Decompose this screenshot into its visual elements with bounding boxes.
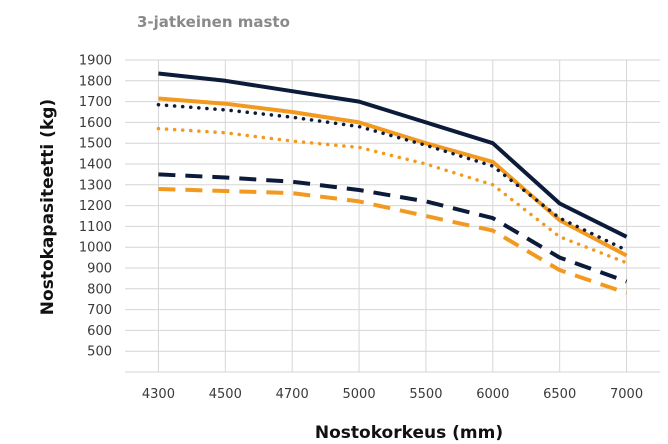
y-tick-label: 1600 <box>79 116 112 131</box>
x-tick-label: 4500 <box>209 387 242 402</box>
y-tick-label: 1000 <box>79 241 112 256</box>
series-line-6 <box>158 187 628 295</box>
y-tick-label: 1200 <box>79 199 112 214</box>
x-tick-label: 6500 <box>543 387 576 402</box>
y-tick-label: 1500 <box>79 137 112 152</box>
x-tick-label: 6000 <box>476 387 509 402</box>
y-axis-ticks: 500 600 700 800 900 1000 1100 1200 1300 1400 1500 1… <box>79 54 112 360</box>
y-axis-label: Nostokapasiteetti (kg) <box>38 99 58 315</box>
y-tick-label: 700 <box>87 303 112 318</box>
y-tick-label: 1900 <box>79 54 112 69</box>
gridlines <box>125 59 660 373</box>
x-tick-label: 5000 <box>343 387 376 402</box>
y-tick-label: 900 <box>87 262 112 277</box>
y-tick-label: 500 <box>87 345 112 360</box>
chart-title: 3-jatkeinen masto <box>137 13 290 31</box>
y-tick-label: 600 <box>87 324 112 339</box>
x-tick-label: 5500 <box>409 387 442 402</box>
x-tick-label: 4300 <box>142 387 175 402</box>
series-line-4 <box>156 126 629 265</box>
x-axis-label: Nostokorkeus (mm) <box>315 423 503 443</box>
series-lines <box>156 71 629 295</box>
series-line-3 <box>156 102 629 253</box>
series-line-1 <box>158 71 628 239</box>
y-tick-label: 1700 <box>79 95 112 110</box>
y-tick-label: 1100 <box>79 220 112 235</box>
x-tick-label: 4700 <box>276 387 309 402</box>
y-tick-label: 1400 <box>79 158 112 173</box>
y-tick-label: 1800 <box>79 74 112 89</box>
y-tick-label: 800 <box>87 282 112 297</box>
x-axis-ticks: 4300 4500 4700 5000 5500 6000 6500 7000 <box>142 387 643 402</box>
y-tick-label: 1300 <box>79 178 112 193</box>
x-tick-label: 7000 <box>610 387 643 402</box>
